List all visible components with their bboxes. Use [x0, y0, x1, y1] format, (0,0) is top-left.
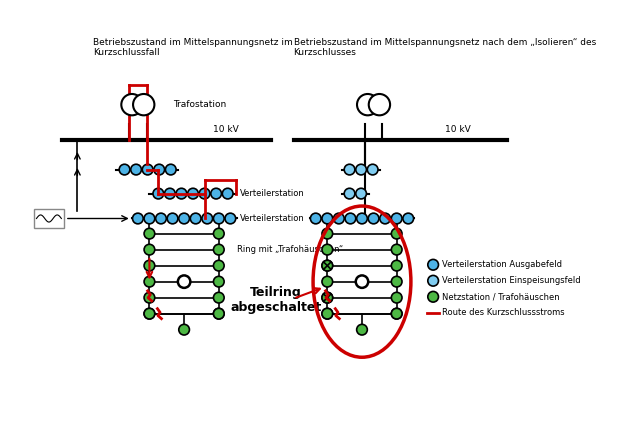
Text: Verteilerstation Ausgabefeld: Verteilerstation Ausgabefeld: [442, 260, 562, 269]
Circle shape: [131, 164, 141, 175]
Circle shape: [357, 94, 379, 115]
Text: Netzstation / Trafohäuschen: Netzstation / Trafohäuschen: [442, 292, 559, 301]
Circle shape: [391, 213, 402, 224]
Circle shape: [122, 94, 142, 115]
Circle shape: [144, 308, 155, 319]
Circle shape: [144, 276, 155, 287]
Circle shape: [333, 213, 344, 224]
Text: Betriebszustand im Mittelspannungsnetz im
Kurzschlussfall: Betriebszustand im Mittelspannungsnetz i…: [93, 38, 293, 57]
Circle shape: [144, 260, 155, 271]
Circle shape: [144, 292, 155, 303]
Circle shape: [214, 260, 224, 271]
Circle shape: [179, 213, 190, 224]
Circle shape: [156, 213, 166, 224]
Circle shape: [391, 308, 402, 319]
Circle shape: [144, 213, 155, 224]
Text: Route des Kurzschlussstroms: Route des Kurzschlussstroms: [442, 308, 564, 317]
Circle shape: [403, 213, 413, 224]
Circle shape: [214, 308, 224, 319]
Circle shape: [391, 276, 402, 287]
Circle shape: [391, 244, 402, 255]
Circle shape: [225, 213, 236, 224]
Circle shape: [190, 213, 201, 224]
Circle shape: [356, 275, 368, 288]
Circle shape: [202, 213, 212, 224]
Circle shape: [391, 260, 402, 271]
Circle shape: [214, 276, 224, 287]
Circle shape: [357, 324, 367, 335]
Text: Verteilerstation: Verteilerstation: [240, 214, 305, 223]
Circle shape: [214, 244, 224, 255]
Circle shape: [144, 228, 155, 239]
Circle shape: [368, 213, 379, 224]
Circle shape: [322, 292, 333, 303]
Circle shape: [428, 259, 438, 270]
Circle shape: [367, 164, 378, 175]
Circle shape: [132, 213, 143, 224]
Circle shape: [356, 188, 367, 199]
Circle shape: [322, 260, 333, 271]
Circle shape: [322, 308, 333, 319]
Circle shape: [222, 188, 233, 199]
Circle shape: [322, 213, 333, 224]
Circle shape: [322, 228, 333, 239]
Text: Trafostation: Trafostation: [173, 100, 227, 109]
Circle shape: [357, 213, 367, 224]
FancyBboxPatch shape: [34, 209, 64, 228]
Circle shape: [311, 213, 321, 224]
Circle shape: [153, 188, 164, 199]
Text: Ring mit „Trafohäuschen“: Ring mit „Trafohäuschen“: [238, 245, 344, 254]
Circle shape: [199, 188, 210, 199]
Circle shape: [322, 244, 333, 255]
Text: Verteilerstation: Verteilerstation: [240, 189, 305, 198]
Circle shape: [154, 164, 164, 175]
Circle shape: [214, 292, 224, 303]
Circle shape: [369, 94, 390, 115]
Circle shape: [144, 244, 155, 255]
Circle shape: [428, 291, 438, 302]
Circle shape: [322, 260, 333, 271]
Circle shape: [344, 164, 355, 175]
Circle shape: [391, 228, 402, 239]
Circle shape: [214, 228, 224, 239]
Circle shape: [322, 308, 333, 319]
Circle shape: [188, 188, 198, 199]
Text: Betriebszustand im Mittelspannungsnetz nach dem „Isolieren“ des
Kurzschlusses: Betriebszustand im Mittelspannungsnetz n…: [294, 38, 596, 57]
Circle shape: [166, 164, 176, 175]
Circle shape: [380, 213, 391, 224]
Text: 10 kV: 10 kV: [214, 125, 239, 134]
Circle shape: [322, 276, 333, 287]
Circle shape: [345, 213, 356, 224]
Circle shape: [322, 292, 333, 303]
Circle shape: [176, 188, 186, 199]
Text: Teilring
abgeschaltet: Teilring abgeschaltet: [230, 286, 321, 314]
Circle shape: [428, 275, 438, 286]
Circle shape: [119, 164, 130, 175]
Circle shape: [167, 213, 178, 224]
Circle shape: [344, 188, 355, 199]
Circle shape: [178, 275, 190, 288]
Circle shape: [211, 188, 222, 199]
Circle shape: [179, 324, 190, 335]
Circle shape: [133, 94, 154, 115]
Circle shape: [164, 188, 175, 199]
Circle shape: [214, 308, 224, 319]
Circle shape: [356, 164, 367, 175]
Circle shape: [391, 308, 402, 319]
Circle shape: [142, 164, 153, 175]
Circle shape: [144, 308, 155, 319]
Circle shape: [391, 292, 402, 303]
Circle shape: [214, 213, 224, 224]
Text: 10 kV: 10 kV: [445, 125, 471, 134]
Text: Verteilerstation Einspeisungsfeld: Verteilerstation Einspeisungsfeld: [442, 276, 581, 285]
